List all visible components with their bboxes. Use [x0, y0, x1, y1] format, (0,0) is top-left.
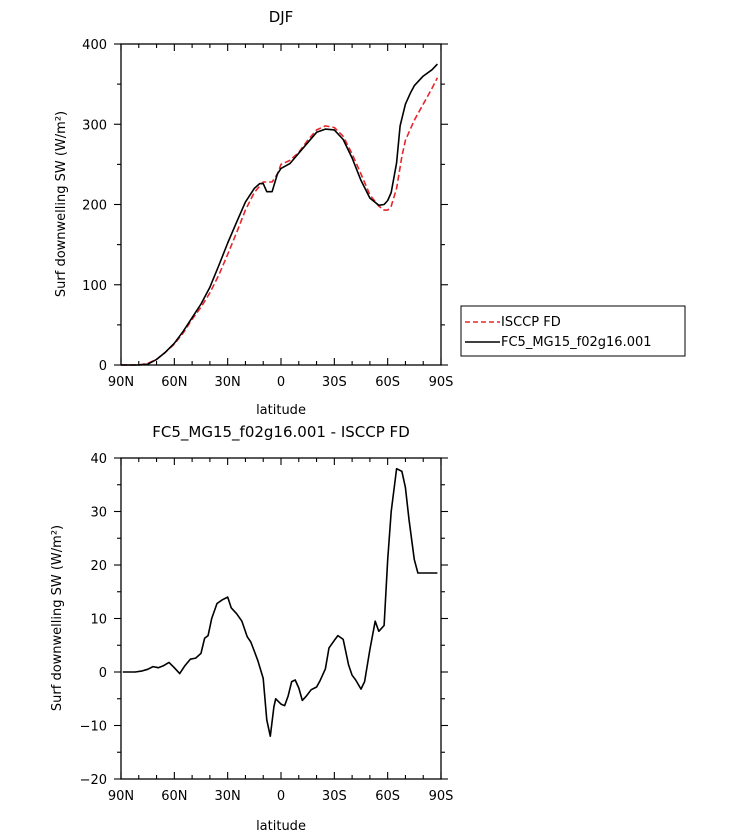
bottom-chart-ytick-label: 30: [90, 506, 107, 521]
bottom-chart-ytick-label: −20: [80, 773, 107, 788]
bottom-chart-tick-labels: 90N 60N 30N 0 30S 60S 90S −20 −10 0 10 20 30 40: [80, 452, 454, 804]
bottom-chart-xtick-label: 90N: [108, 789, 134, 804]
bottom-chart-ytick-label: 20: [90, 559, 107, 574]
top-chart-ticks: [114, 43, 448, 366]
bottom-chart-xtick-label: 60N: [161, 789, 187, 804]
bottom-chart-ytick-label: 0: [99, 666, 107, 681]
top-chart-series-line-0: [121, 77, 439, 366]
bottom-chart-ytick-label: 40: [90, 452, 107, 467]
bottom-chart-xtick-label: 60S: [375, 789, 400, 804]
bottom-chart-series: [122, 467, 438, 738]
top-chart-tick-labels: 90N 60N 30N 0 30S 60S 90S 0 100 200 300 400: [82, 38, 453, 390]
top-chart-series-line-1: [121, 63, 438, 366]
bottom-chart-xtick-label: 30N: [215, 789, 241, 804]
top-chart: DJF 90N 60N 30N 0 30S 60S 90S 0 100 200 300 400 lat…: [54, 8, 453, 418]
top-chart-xlabel: latitude: [256, 403, 306, 418]
bottom-chart: FC5_MG15_f02g16.001 - ISCCP FD 90N 60N 30N…: [50, 423, 453, 834]
top-chart-xtick-label: 90N: [108, 375, 134, 390]
legend-label-isccp: ISCCP FD: [501, 315, 561, 330]
legend: ISCCP FD FC5_MG15_f02g16.001: [460, 305, 686, 357]
top-chart-ytick-label: 100: [82, 279, 107, 294]
bottom-chart-ylabel: Surf downwelling SW (W/m²): [50, 525, 65, 711]
top-chart-xtick-label: 60S: [375, 375, 400, 390]
bottom-chart-xlabel: latitude: [256, 819, 306, 834]
top-chart-ytick-label: 0: [99, 359, 107, 374]
top-chart-series: [121, 63, 439, 366]
bottom-chart-xtick-label: 90S: [429, 789, 454, 804]
bottom-chart-frame: [120, 457, 442, 780]
legend-label-model: FC5_MG15_f02g16.001: [501, 335, 652, 350]
top-chart-xtick-label: 60N: [161, 375, 187, 390]
bottom-chart-xtick-label: 0: [277, 789, 285, 804]
bottom-chart-ticks: [114, 457, 448, 780]
top-chart-ytick-label: 400: [82, 38, 107, 53]
top-chart-xtick-label: 90S: [429, 375, 454, 390]
top-chart-title: DJF: [269, 8, 294, 26]
top-chart-xtick-label: 30N: [215, 375, 241, 390]
legend-box: [460, 305, 686, 357]
bottom-chart-ytick-label: −10: [80, 720, 107, 735]
top-chart-ylabel: Surf downwelling SW (W/m²): [54, 111, 69, 297]
top-chart-ytick-label: 300: [82, 118, 107, 133]
bottom-chart-series-line-0: [122, 467, 438, 738]
bottom-chart-title: FC5_MG15_f02g16.001 - ISCCP FD: [152, 423, 410, 442]
top-chart-ytick-label: 200: [82, 199, 107, 214]
top-chart-xtick-label: 30S: [322, 375, 347, 390]
bottom-chart-xtick-label: 30S: [322, 789, 347, 804]
bottom-chart-ytick-label: 10: [90, 613, 107, 628]
top-chart-frame: [120, 43, 442, 366]
top-chart-xtick-label: 0: [277, 375, 285, 390]
